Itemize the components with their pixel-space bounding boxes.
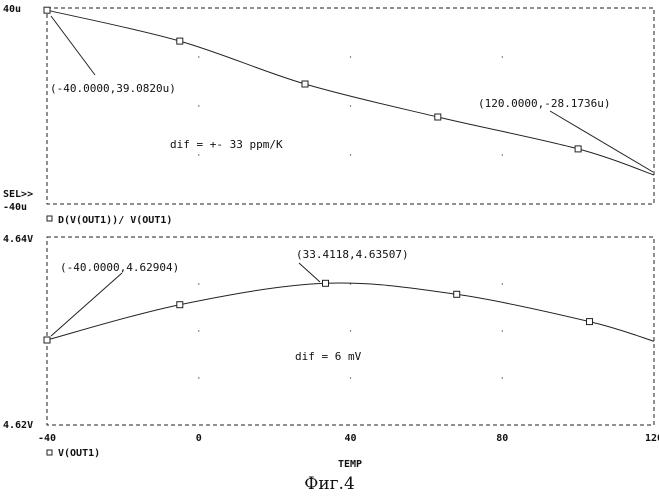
grid-dot: [198, 154, 199, 155]
bottom-legend-marker: [47, 450, 52, 455]
bottom-annotation-leader-left: [51, 273, 122, 336]
grid-dot: [350, 56, 351, 57]
bottom-y-min-label: 4.62V: [3, 420, 33, 431]
top-annotation-right: (120.0000,-28.1736u): [478, 97, 610, 110]
data-point-marker: [177, 38, 183, 44]
top-y-max-label: 40u: [3, 4, 21, 15]
bottom-legend-label: V(OUT1): [58, 448, 100, 459]
bottom-note: dif = 6 mV: [295, 350, 362, 363]
data-point-marker: [454, 291, 460, 297]
grid-dot: [350, 105, 351, 106]
x-tick-label: -40: [38, 433, 56, 444]
data-point-marker: [177, 302, 183, 308]
bottom-series-line: [47, 283, 654, 341]
grid-dot: [350, 330, 351, 331]
grid-dot: [198, 330, 199, 331]
x-tick-labels: -40 0 40 80 120: [38, 433, 659, 444]
data-point-marker: [302, 81, 308, 87]
top-plot-panel: 40u -40u SEL>> dif = +- 33 ppm/K (-40.00…: [3, 4, 654, 226]
grid-dot: [350, 154, 351, 155]
data-point-marker: [44, 7, 50, 13]
grid-dot: [502, 56, 503, 57]
top-annotation-leader-right: [550, 111, 653, 172]
grid-dot: [350, 377, 351, 378]
x-tick-label: 120: [645, 433, 659, 444]
bottom-series-markers: [44, 280, 593, 343]
top-series-markers: [44, 7, 581, 152]
grid-dot: [198, 105, 199, 106]
grid-dot: [198, 56, 199, 57]
top-legend-label: D(V(OUT1))/ V(OUT1): [58, 215, 172, 226]
bottom-annotation-left: (-40.0000,4.62904): [60, 261, 179, 274]
grid-dot: [502, 283, 503, 284]
grid-dot: [502, 154, 503, 155]
grid-dot: [198, 377, 199, 378]
data-point-marker: [587, 319, 593, 325]
x-tick-label: 40: [344, 433, 356, 444]
grid-dot: [502, 377, 503, 378]
top-note: dif = +- 33 ppm/K: [170, 138, 283, 151]
x-tick-label: 80: [496, 433, 508, 444]
top-y-min-label: -40u: [3, 202, 27, 213]
grid-dot: [502, 330, 503, 331]
data-point-marker: [323, 280, 329, 286]
bottom-annotation-mid: (33.4118,4.63507): [296, 248, 409, 261]
top-annotation-left: (-40.0000,39.0820u): [50, 82, 176, 95]
data-point-marker: [44, 337, 50, 343]
x-axis-label: TEMP: [338, 459, 362, 470]
bottom-annotation-leader-mid: [299, 263, 320, 282]
bottom-plot-panel: 4.64V 4.62V dif = 6 mV (-40.0000,4.62904…: [3, 234, 659, 470]
top-legend-marker: [47, 216, 52, 221]
x-tick-label: 0: [196, 433, 202, 444]
bottom-y-max-label: 4.64V: [3, 234, 33, 245]
data-point-marker: [435, 114, 441, 120]
figure-caption: Фиг.4: [0, 474, 659, 494]
data-point-marker: [575, 146, 581, 152]
top-annotation-leader-left: [51, 16, 95, 75]
grid-dot: [198, 283, 199, 284]
sel-marker-label: SEL>>: [3, 189, 33, 200]
